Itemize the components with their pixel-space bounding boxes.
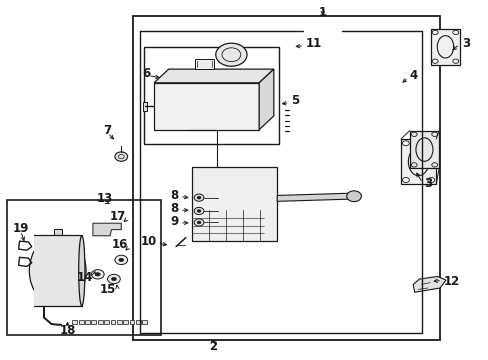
Bar [154,83,259,130]
Text: 14: 14 [77,271,93,284]
Text: 2: 2 [208,340,216,353]
Bar [143,102,147,111]
Bar [409,131,438,168]
Text: 3: 3 [461,37,469,50]
Bar [7,200,161,335]
Circle shape [194,207,203,215]
Circle shape [111,277,116,281]
Polygon shape [154,69,273,83]
Bar [430,29,459,65]
Bar [133,16,439,340]
Text: 9: 9 [170,215,178,228]
Bar [195,59,213,69]
Text: 13: 13 [97,192,113,205]
Text: 5: 5 [290,94,299,107]
Bar [191,167,277,241]
Text: 16: 16 [112,238,128,251]
Circle shape [119,258,123,262]
Bar [34,235,81,306]
Circle shape [115,152,127,161]
Bar [98,320,102,324]
Circle shape [197,210,201,212]
Polygon shape [259,69,273,130]
Bar [110,320,115,324]
Bar [85,320,90,324]
Ellipse shape [29,235,86,306]
Bar [400,139,435,184]
Bar [104,320,109,324]
Text: 8: 8 [170,189,178,202]
Bar [91,320,96,324]
Bar [72,320,77,324]
Text: 19: 19 [12,222,29,235]
Circle shape [197,221,201,224]
Text: 8: 8 [170,202,178,215]
Bar [117,320,122,324]
Text: 4: 4 [409,69,417,82]
Circle shape [115,255,127,265]
Text: 10: 10 [140,235,156,248]
Text: 1: 1 [318,6,326,19]
Text: 3: 3 [424,177,432,190]
Circle shape [107,274,120,284]
Text: 6: 6 [142,67,150,80]
Circle shape [215,43,246,66]
Bar [129,320,134,324]
Bar [123,320,128,324]
Bar [136,320,141,324]
Text: 18: 18 [59,324,76,337]
Text: 17: 17 [110,210,126,223]
Polygon shape [93,223,121,236]
Polygon shape [277,193,347,201]
Circle shape [91,270,104,279]
Text: 11: 11 [305,37,321,50]
Circle shape [95,273,100,276]
Polygon shape [412,276,445,292]
Bar [79,320,83,324]
Circle shape [194,194,203,201]
Bar [142,320,147,324]
Text: 12: 12 [443,275,459,288]
Circle shape [194,219,203,226]
Ellipse shape [79,235,85,306]
Bar [54,229,61,235]
Text: 15: 15 [100,283,116,296]
Text: 7: 7 [103,124,111,137]
Bar [144,47,278,144]
Circle shape [346,191,361,202]
Circle shape [197,196,201,199]
